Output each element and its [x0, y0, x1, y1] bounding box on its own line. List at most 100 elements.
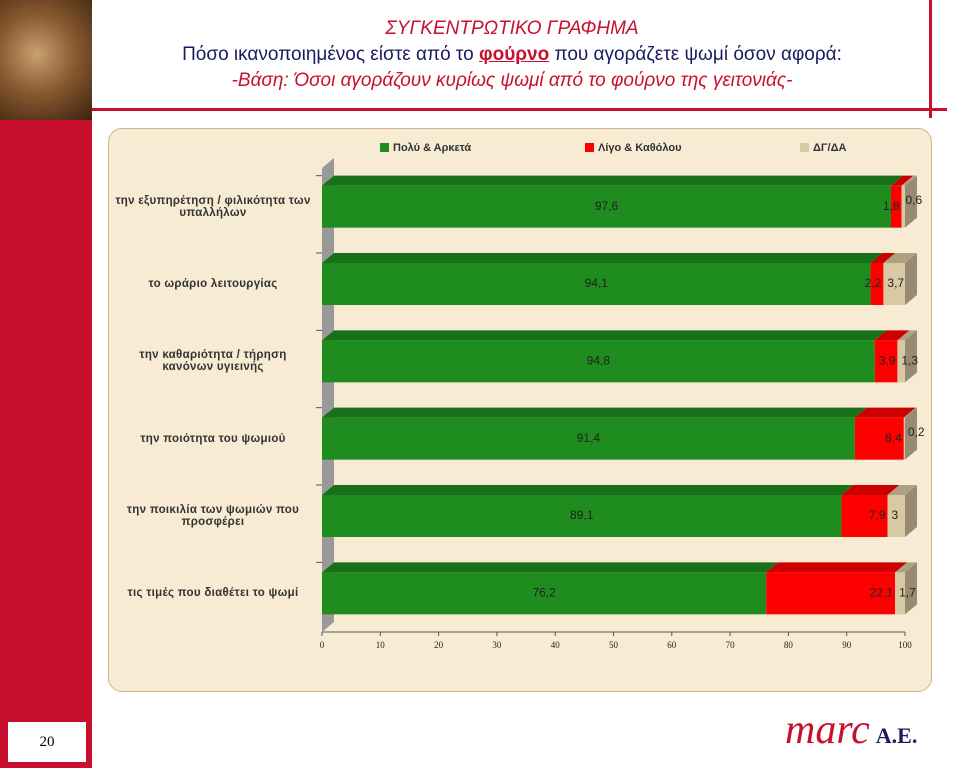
bar [854, 417, 904, 460]
category-label: την καθαριότητα / τήρηση κανόνων υγιεινή… [139, 349, 287, 374]
bar-side [905, 253, 917, 305]
bar-top [322, 253, 883, 263]
category-label: την εξυπηρέτηση / φιλικότητα των υπαλλήλ… [115, 194, 311, 219]
bar [903, 417, 905, 460]
x-tick-label: 50 [609, 640, 619, 650]
bar [766, 572, 896, 615]
bar-top [766, 562, 908, 573]
bar-top [891, 175, 914, 186]
legend-label: ΔΓ/ΔΑ [813, 142, 846, 154]
bar [897, 340, 905, 383]
bar [887, 495, 905, 537]
value-label: 0,2 [908, 425, 925, 439]
value-label: 3,9 [879, 354, 896, 368]
bar [870, 263, 884, 305]
bar [874, 340, 898, 383]
value-label: 91,4 [577, 431, 601, 445]
x-tick-label: 40 [551, 640, 561, 650]
bar [901, 185, 905, 228]
bar-top [841, 485, 900, 495]
side-stripe [0, 0, 92, 768]
bar [895, 572, 905, 615]
category-label: την ποικιλία των ψωμιών που προσφέρει [126, 504, 300, 528]
bar-top [903, 407, 917, 418]
page-number: 20 [8, 722, 86, 762]
category-label: την ποιότητα του ψωμιού [140, 432, 286, 445]
bar-top [897, 330, 917, 341]
bar-top [854, 407, 916, 418]
rule [92, 108, 947, 111]
x-tick-label: 30 [492, 640, 502, 650]
text: που αγοράζετε ψωμί όσον αφορά: [554, 44, 842, 65]
bar-side [905, 562, 917, 615]
x-tick-label: 90 [842, 640, 852, 650]
legend-swatch [380, 143, 389, 152]
bar-top [887, 485, 917, 495]
logo-main: marc [785, 707, 870, 753]
value-label: 94,1 [585, 276, 609, 290]
bar [322, 572, 767, 615]
value-label: 94,8 [587, 354, 611, 368]
value-label: 89,1 [570, 508, 594, 522]
x-tick-label: 80 [784, 640, 794, 650]
bar [841, 495, 888, 537]
bar-side [905, 485, 917, 537]
value-label: 0,6 [906, 193, 923, 207]
x-tick-label: 70 [726, 640, 736, 650]
question: Πόσο ικανοποιημένος είστε από το φούρνο … [92, 44, 932, 66]
value-label: 76,2 [532, 586, 556, 600]
logo: marc A.E. [785, 705, 917, 754]
bar-side [905, 175, 917, 228]
x-tick-label: 0 [320, 640, 325, 650]
bar-side [905, 407, 917, 460]
text: Πόσο ικανοποιημένος είστε από το [182, 44, 474, 65]
x-tick-label: 10 [376, 640, 386, 650]
bread-image [0, 0, 92, 120]
value-label: 3 [892, 508, 899, 522]
x-tick-label: 100 [898, 640, 912, 650]
value-label: 8,4 [885, 431, 902, 445]
bar-top [322, 485, 854, 495]
value-label: 97,6 [595, 199, 619, 213]
legend-label: Λίγο & Καθόλου [598, 142, 682, 154]
bar [891, 185, 902, 228]
value-label: 2,2 [865, 276, 882, 290]
axis-wall [322, 158, 334, 632]
category-label: τις τιμές που διαθέτει το ψωμί [127, 587, 299, 600]
bar [322, 340, 875, 383]
bar [322, 417, 855, 460]
rule [929, 0, 932, 118]
value-label: 1,7 [899, 586, 916, 600]
value-label: 3,7 [887, 276, 904, 290]
bar-top [322, 175, 904, 186]
emphasis: φούρνο [479, 44, 550, 65]
bar-side [905, 330, 917, 383]
bar-top [883, 253, 917, 263]
legend-swatch [800, 143, 809, 152]
bar [883, 263, 905, 305]
title: ΣΥΓΚΕΝΤΡΩΤΙΚΟ ΓΡΑΦΗΜΑ [385, 18, 639, 39]
bar [322, 495, 842, 537]
value-label: 1,3 [901, 354, 918, 368]
bar [322, 263, 871, 305]
bar [322, 185, 892, 228]
legend-swatch [585, 143, 594, 152]
bar-top [322, 330, 887, 341]
bar-top [322, 407, 867, 418]
bar-top [895, 562, 917, 573]
category-label: το ωράριο λειτουργίας [148, 278, 278, 290]
x-tick-label: 20 [434, 640, 444, 650]
bar-top [870, 253, 896, 263]
value-label: 1,8 [883, 199, 900, 213]
value-label: 7,9 [869, 508, 886, 522]
bar-top [322, 562, 779, 573]
legend-label: Πολύ & Αρκετά [393, 142, 471, 154]
logo-suffix: A.E. [875, 723, 918, 748]
basis: -Βάση: Όσοι αγοράζουν κυρίως ψωμί από το… [231, 70, 793, 91]
bar-top [874, 330, 910, 341]
value-label: 22,1 [870, 586, 894, 600]
x-tick-label: 60 [667, 640, 677, 650]
bar-top [901, 175, 917, 186]
